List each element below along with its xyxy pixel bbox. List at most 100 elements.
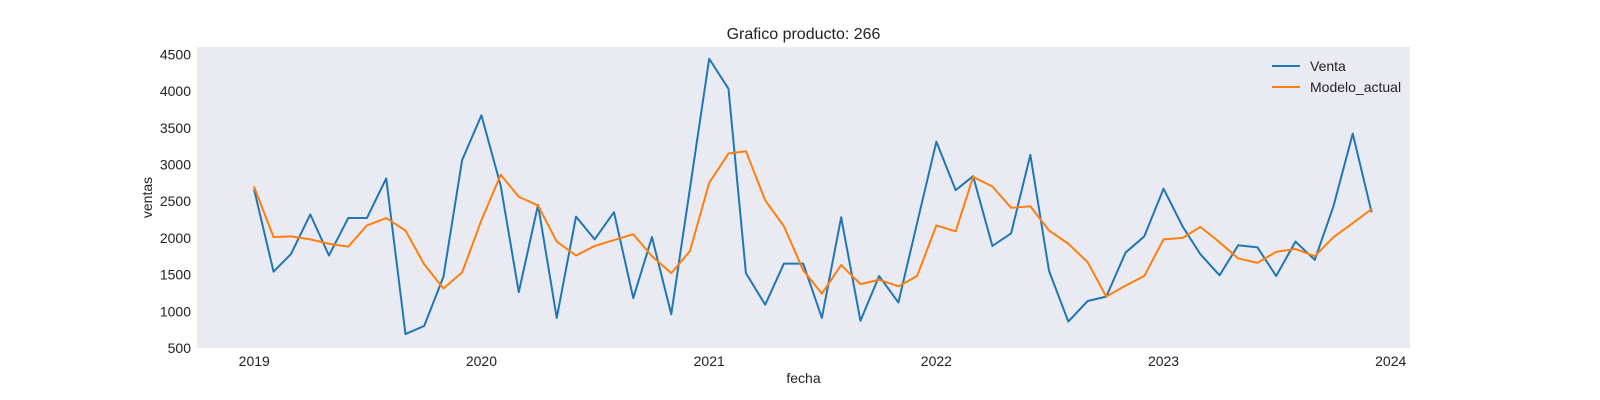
data-point bbox=[480, 219, 482, 221]
data-point bbox=[613, 239, 615, 241]
data-point bbox=[480, 114, 482, 116]
data-point bbox=[935, 141, 937, 143]
data-point bbox=[1067, 243, 1069, 245]
data-point bbox=[404, 230, 406, 232]
data-point bbox=[461, 271, 463, 273]
data-point bbox=[1182, 237, 1184, 239]
data-point bbox=[1182, 226, 1184, 228]
data-point bbox=[1163, 238, 1165, 240]
data-point bbox=[764, 199, 766, 201]
data-point bbox=[556, 241, 558, 243]
data-point bbox=[328, 243, 330, 245]
chart-title: Grafico producto: 266 bbox=[727, 26, 881, 43]
data-point bbox=[859, 320, 861, 322]
series-line-modelo-actual bbox=[253, 150, 1373, 298]
data-point bbox=[442, 276, 444, 278]
data-point bbox=[385, 177, 387, 179]
data-point bbox=[689, 250, 691, 252]
data-point bbox=[708, 182, 710, 184]
data-point bbox=[518, 196, 520, 198]
data-point bbox=[1143, 235, 1145, 237]
data-point bbox=[728, 88, 730, 90]
data-point bbox=[385, 217, 387, 219]
data-point bbox=[1294, 241, 1296, 243]
data-point bbox=[404, 333, 406, 335]
data-point bbox=[366, 224, 368, 226]
data-point bbox=[1048, 270, 1050, 272]
legend-label: Venta bbox=[1310, 58, 1346, 74]
data-point bbox=[1087, 300, 1089, 302]
data-point bbox=[1370, 208, 1372, 210]
y-tick-label: 1000 bbox=[160, 303, 191, 319]
y-tick-label: 500 bbox=[168, 340, 192, 356]
data-point bbox=[290, 235, 292, 237]
legend-label: Modelo_actual bbox=[1310, 79, 1401, 95]
data-point bbox=[423, 263, 425, 265]
data-point bbox=[764, 304, 766, 306]
legend: Venta Modelo_actual bbox=[1272, 58, 1401, 95]
data-point bbox=[708, 58, 710, 60]
data-point bbox=[651, 236, 653, 238]
data-point bbox=[1125, 285, 1127, 287]
data-point bbox=[670, 272, 672, 274]
data-point bbox=[613, 211, 615, 213]
data-point bbox=[745, 272, 747, 274]
data-point bbox=[1237, 257, 1239, 259]
data-point bbox=[859, 283, 861, 285]
data-point bbox=[518, 291, 520, 293]
data-point bbox=[1163, 188, 1165, 190]
data-point bbox=[290, 253, 292, 255]
data-point bbox=[461, 159, 463, 161]
data-point bbox=[632, 233, 634, 235]
data-point bbox=[1029, 154, 1031, 156]
data-point bbox=[1029, 205, 1031, 207]
data-point bbox=[651, 255, 653, 257]
data-point bbox=[689, 188, 691, 190]
data-point bbox=[366, 217, 368, 219]
data-point bbox=[442, 288, 444, 290]
data-point bbox=[916, 222, 918, 224]
x-tick-label: 2022 bbox=[921, 353, 952, 369]
data-point bbox=[955, 189, 957, 191]
data-point bbox=[1219, 274, 1221, 276]
data-point bbox=[821, 293, 823, 295]
y-axis-ticks: 500 1000 1500 2000 2500 3000 3500 4000 4500 bbox=[160, 46, 191, 356]
y-tick-label: 4000 bbox=[160, 83, 191, 99]
x-tick-label: 2020 bbox=[466, 353, 497, 369]
y-axis-label: ventas bbox=[139, 177, 155, 218]
plot-area bbox=[197, 47, 1410, 348]
data-point bbox=[1314, 259, 1316, 261]
data-point bbox=[1048, 230, 1050, 232]
data-point bbox=[423, 325, 425, 327]
data-point bbox=[1257, 262, 1259, 264]
data-point bbox=[878, 279, 880, 281]
data-point bbox=[253, 186, 255, 188]
data-point bbox=[1199, 253, 1201, 255]
x-tick-label: 2023 bbox=[1148, 353, 1179, 369]
data-point bbox=[1010, 232, 1012, 234]
data-point bbox=[1257, 246, 1259, 248]
data-point bbox=[347, 217, 349, 219]
data-point bbox=[1143, 275, 1145, 277]
data-point bbox=[802, 269, 804, 271]
y-tick-label: 2500 bbox=[160, 193, 191, 209]
data-point bbox=[1275, 251, 1277, 253]
x-axis-ticks: 2019 2020 2021 2022 2023 2024 bbox=[239, 353, 1407, 369]
data-point bbox=[1199, 226, 1201, 228]
data-point bbox=[309, 238, 311, 240]
data-point bbox=[273, 236, 275, 238]
series-layer bbox=[253, 57, 1373, 336]
data-point bbox=[1352, 222, 1354, 224]
x-tick-label: 2024 bbox=[1375, 353, 1406, 369]
data-point bbox=[328, 254, 330, 256]
data-point bbox=[1275, 275, 1277, 277]
data-point bbox=[1087, 261, 1089, 263]
data-point bbox=[802, 263, 804, 265]
data-point bbox=[897, 301, 899, 303]
data-point bbox=[1332, 205, 1334, 207]
data-point bbox=[500, 185, 502, 187]
data-point bbox=[594, 245, 596, 247]
data-point bbox=[840, 216, 842, 218]
data-point bbox=[1314, 255, 1316, 257]
data-point bbox=[878, 275, 880, 277]
